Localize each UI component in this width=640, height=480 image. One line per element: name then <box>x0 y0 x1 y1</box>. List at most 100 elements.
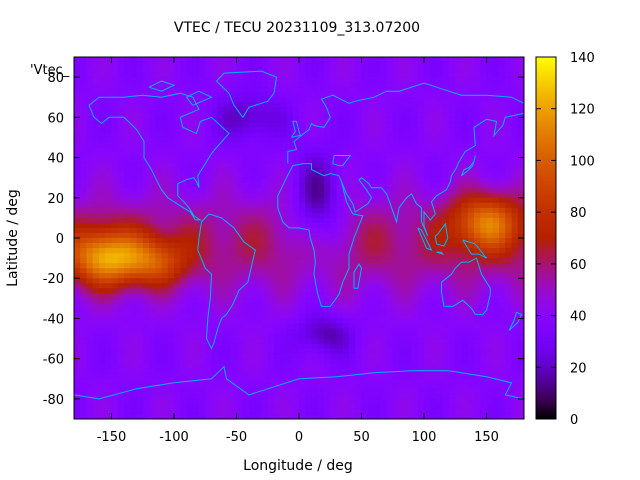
heatmap-cell <box>305 238 312 244</box>
heatmap-cell <box>205 338 212 345</box>
heatmap-cell <box>105 207 112 214</box>
heatmap-cell <box>511 67 519 73</box>
heatmap-cell <box>111 122 119 128</box>
heatmap-cell <box>205 403 212 410</box>
heatmap-cell <box>442 72 450 78</box>
heatmap-cell <box>92 82 100 88</box>
heatmap-cell <box>467 117 475 123</box>
heatmap-cell <box>480 197 487 204</box>
heatmap-cell <box>261 298 269 304</box>
heatmap-cell <box>492 192 500 199</box>
heatmap-cell <box>474 192 481 199</box>
heatmap-cell <box>424 348 431 355</box>
heatmap-cell <box>474 283 481 289</box>
heatmap-cell <box>280 107 287 113</box>
heatmap-cell <box>336 283 344 289</box>
heatmap-cell <box>405 358 412 365</box>
heatmap-cell <box>255 162 262 169</box>
heatmap-cell <box>517 57 525 63</box>
heatmap-cell <box>455 293 462 299</box>
heatmap-cell <box>480 383 487 390</box>
heatmap-cell <box>217 343 225 350</box>
heatmap-cell <box>136 318 144 324</box>
heatmap-cell <box>280 273 287 279</box>
heatmap-cell <box>242 57 250 63</box>
heatmap-cell <box>142 358 150 365</box>
heatmap-cell <box>442 197 450 204</box>
heatmap-cell <box>130 232 137 239</box>
heatmap-cell <box>411 162 419 169</box>
heatmap-cell <box>117 353 125 360</box>
heatmap-cell <box>424 378 431 385</box>
heatmap-cell <box>449 57 456 63</box>
heatmap-cell <box>517 227 525 234</box>
heatmap-cell <box>130 368 137 375</box>
heatmap-cell <box>411 313 419 319</box>
heatmap-cell <box>105 388 112 395</box>
heatmap-cell <box>492 318 500 324</box>
heatmap-cell <box>430 243 437 249</box>
heatmap-cell <box>392 348 400 355</box>
heatmap-cell <box>349 57 356 63</box>
heatmap-cell <box>405 398 412 405</box>
heatmap-cell <box>105 97 112 103</box>
heatmap-cell <box>511 87 519 93</box>
heatmap-cell <box>492 263 500 269</box>
heatmap-cell <box>249 77 256 83</box>
heatmap-cell <box>186 142 194 148</box>
heatmap-cell <box>430 102 437 108</box>
heatmap-cell <box>255 137 262 143</box>
heatmap-cell <box>480 348 487 355</box>
heatmap-cell <box>455 288 462 294</box>
heatmap-cell <box>86 318 94 324</box>
heatmap-cell <box>280 172 287 179</box>
heatmap-cell <box>255 122 262 128</box>
heatmap-cell <box>517 67 525 73</box>
heatmap-cell <box>142 57 150 63</box>
heatmap-cell <box>255 393 262 400</box>
heatmap-cell <box>424 313 431 319</box>
heatmap-cell <box>136 187 144 194</box>
heatmap-cell <box>467 122 475 128</box>
heatmap-cell <box>336 72 344 78</box>
heatmap-cell <box>455 97 462 103</box>
heatmap-cell <box>330 222 337 229</box>
heatmap-cell <box>355 338 362 345</box>
heatmap-cell <box>217 358 225 365</box>
heatmap-cell <box>186 388 194 395</box>
heatmap-cell <box>511 328 519 335</box>
heatmap-cell <box>99 127 106 133</box>
heatmap-cell <box>336 202 344 209</box>
heatmap-cell <box>136 82 144 88</box>
heatmap-cell <box>305 398 312 405</box>
heatmap-cell <box>392 127 400 133</box>
heatmap-cell <box>492 197 500 204</box>
heatmap-cell <box>142 323 150 329</box>
heatmap-cell <box>105 363 112 370</box>
heatmap-cell <box>361 212 369 219</box>
heatmap-cell <box>430 132 437 138</box>
heatmap-cell <box>480 303 487 309</box>
heatmap-cell <box>330 82 337 88</box>
heatmap-cell <box>92 298 100 304</box>
heatmap-cell <box>105 137 112 143</box>
heatmap-cell <box>205 172 212 179</box>
heatmap-cell <box>142 383 150 390</box>
heatmap-cell <box>455 263 462 269</box>
heatmap-cell <box>324 157 331 164</box>
heatmap-cell <box>105 278 112 284</box>
heatmap-cell <box>449 117 456 123</box>
heatmap-cell <box>161 92 169 98</box>
heatmap-cell <box>155 122 162 128</box>
heatmap-cell <box>405 378 412 385</box>
heatmap-cell <box>299 348 306 355</box>
heatmap-cell <box>299 207 306 214</box>
heatmap-cell <box>517 222 525 229</box>
heatmap-cell <box>311 112 319 118</box>
heatmap-cell <box>311 167 319 174</box>
heatmap-cell <box>205 212 212 219</box>
heatmap-cell <box>380 253 387 259</box>
heatmap-cell <box>124 147 131 154</box>
heatmap-cell <box>474 137 481 143</box>
